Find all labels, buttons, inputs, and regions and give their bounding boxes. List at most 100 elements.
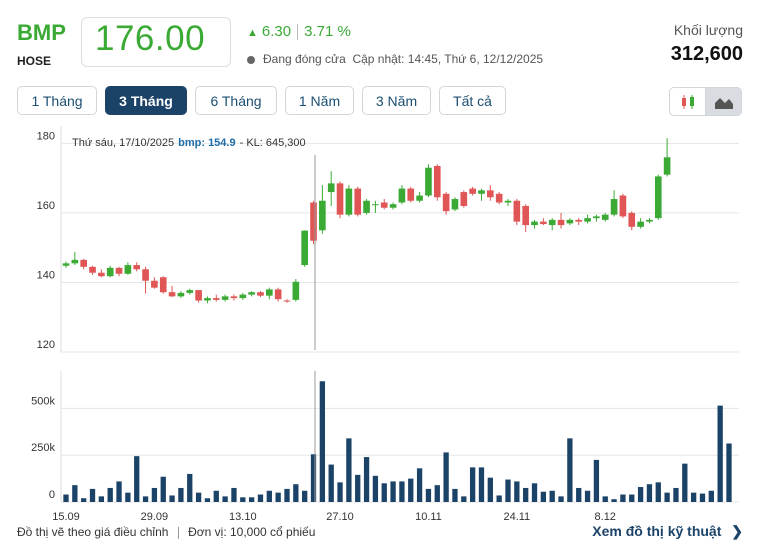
footer-notes: Đồ thị vẽ theo giá điều chỉnh Đơn vị: 10… (17, 525, 315, 539)
candle (380, 199, 388, 210)
candle (168, 285, 176, 298)
candle-body (487, 190, 494, 198)
x-tick-label: 8.12 (595, 511, 616, 520)
volume-bar (523, 487, 529, 502)
candle (310, 200, 317, 245)
candle-body (319, 200, 326, 231)
tab-1-year[interactable]: 1 Năm (285, 86, 354, 115)
volume-bar (629, 494, 635, 502)
tab-all[interactable]: Tất cả (439, 86, 506, 115)
candlestick-chart-button[interactable] (669, 87, 706, 116)
adjusted-price-note: Đồ thị vẽ theo giá điều chỉnh (17, 525, 169, 539)
candle-body (593, 216, 600, 219)
candle (628, 211, 636, 231)
candle-body (177, 292, 185, 297)
candle (80, 258, 87, 270)
volume-bar (381, 483, 387, 502)
candle (336, 181, 344, 219)
candle-body (204, 298, 211, 301)
candle-body (310, 202, 317, 241)
volume-bar (257, 494, 264, 502)
volume-bar (160, 476, 166, 502)
volume-bar (266, 490, 272, 502)
volume-bar (558, 496, 564, 502)
candle (610, 190, 618, 217)
candle-body (106, 267, 114, 277)
market-status: Đang đóng cửa Cập nhật: 14:45, Thứ 6, 12… (247, 52, 543, 66)
candle (106, 265, 114, 278)
candle-body (610, 199, 618, 215)
candle (133, 262, 141, 272)
candle-body (495, 193, 503, 203)
candle-body (628, 212, 636, 227)
candle (584, 214, 591, 224)
candle-body (654, 176, 662, 219)
volume-bar (187, 473, 193, 502)
x-tick-label: 10.11 (415, 511, 442, 520)
candle (124, 262, 132, 275)
volume-bar (399, 481, 405, 502)
candle (495, 192, 503, 205)
candle-body (274, 289, 282, 300)
candle-body (389, 204, 397, 208)
volume-bar (673, 487, 679, 502)
candle (204, 296, 211, 304)
tooltip: Thứ sáu, 17/10/2025 bmp: 154.9 - KL: 645,30… (72, 137, 306, 149)
candle (548, 218, 556, 231)
candle (98, 269, 105, 278)
candle-body (504, 200, 512, 203)
tooltip-date: Thứ sáu, 17/10/2025 (72, 137, 174, 149)
volume-bar (231, 487, 237, 502)
status-dot-icon (247, 55, 255, 64)
candle-body (442, 193, 450, 212)
volume-bar (690, 492, 697, 502)
ticker-symbol: BMP (17, 20, 66, 45)
candle-body (301, 230, 308, 266)
volume-bar (204, 498, 211, 502)
candle-body (230, 296, 238, 299)
candle (557, 212, 565, 229)
candle (513, 199, 521, 226)
technical-chart-link[interactable]: Xem đồ thị kỹ thuật ❯ (592, 523, 743, 540)
volume-bar (169, 495, 175, 502)
volume-bar (584, 490, 591, 502)
volume-bar (549, 490, 555, 502)
candle-body (80, 259, 87, 267)
volume-bar (195, 492, 202, 502)
divider (297, 24, 299, 41)
candle (195, 290, 202, 303)
unit-note: Đơn vị: 10,000 cổ phiếu (188, 525, 316, 539)
candle (478, 188, 485, 201)
candle-body (89, 266, 96, 273)
candle (619, 193, 627, 219)
tab-6-months[interactable]: 6 Tháng (195, 86, 277, 115)
volume-bar (602, 496, 608, 502)
volume-value: 312,600 (670, 43, 743, 65)
tab-3-years[interactable]: 3 Năm (362, 86, 431, 115)
candle-body (71, 259, 79, 264)
candle (274, 287, 282, 302)
volume-bar (293, 484, 299, 502)
volume-bar (213, 490, 219, 502)
candle (212, 294, 220, 302)
candle (345, 185, 353, 217)
volume-bar (319, 381, 326, 502)
candle-body (266, 289, 273, 296)
candle (186, 288, 194, 295)
candle-body (646, 219, 653, 222)
volume-bar (611, 499, 617, 502)
area-chart-button[interactable] (705, 87, 742, 116)
tab-1-month[interactable]: 1 Tháng (17, 86, 97, 115)
candle-body (460, 192, 468, 206)
volume-bar (363, 457, 370, 502)
x-tick-label: 15.09 (52, 511, 80, 520)
candle-body (575, 219, 583, 222)
candle-body (292, 281, 300, 300)
volume-bar (434, 485, 440, 502)
volume-bar (593, 459, 600, 502)
candle-body (248, 292, 255, 295)
candle (540, 218, 547, 226)
candle-body (540, 221, 547, 225)
candle-body (451, 199, 459, 210)
tab-3-months[interactable]: 3 Tháng (105, 86, 187, 115)
